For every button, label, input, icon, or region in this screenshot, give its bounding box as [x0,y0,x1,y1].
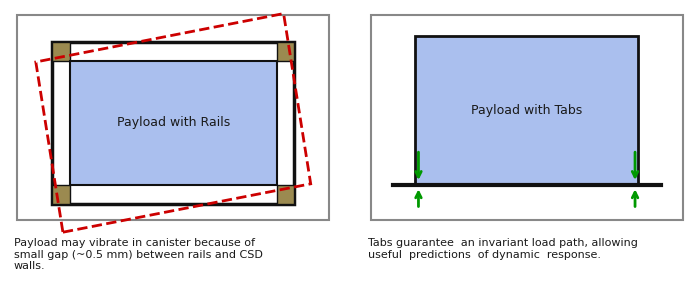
Text: Tabs guarantee  an invariant load path, allowing
useful  predictions  of dynamic: Tabs guarantee an invariant load path, a… [368,238,638,260]
Bar [52,185,70,204]
Bar [52,42,294,204]
Text: Payload with Tabs: Payload with Tabs [471,104,582,117]
Text: Payload with Rails: Payload with Rails [117,116,230,129]
Bar [70,61,276,185]
Bar [276,185,294,204]
Text: Payload may vibrate in canister because of
small gap (~0.5 mm) between rails and: Payload may vibrate in canister because … [14,238,263,271]
Bar [415,36,638,185]
Bar [276,42,294,61]
Bar [52,42,70,61]
